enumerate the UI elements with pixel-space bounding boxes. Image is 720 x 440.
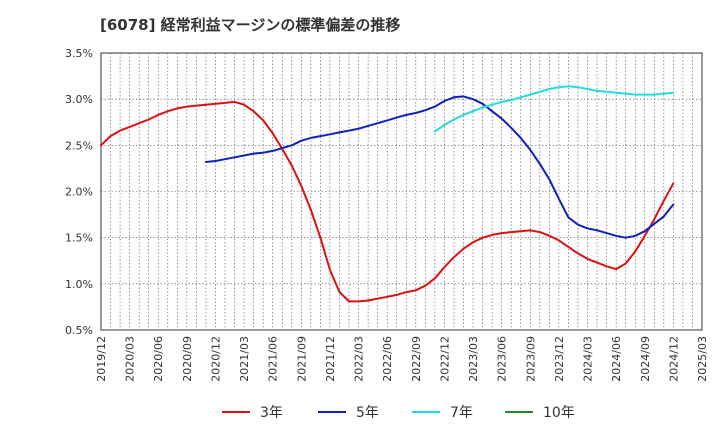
plot-border (100, 52, 703, 331)
legend-label-7年: 7年 (450, 405, 473, 421)
y-tick-label: 2.5% (65, 139, 93, 152)
y-tick-label: 1.0% (65, 278, 93, 291)
series-line-7年 (433, 85, 675, 133)
y-tick-label: 0.5% (65, 324, 93, 337)
x-tick-label: 2020/03 (124, 336, 137, 382)
legend-label-10年: 10年 (543, 405, 575, 421)
legend-label-3年: 3年 (260, 405, 283, 421)
x-tick-label: 2020/12 (209, 336, 222, 382)
y-tick-label: 1.5% (65, 232, 93, 245)
x-tick-label: 2024/06 (610, 336, 623, 382)
x-tick-label: 2025/03 (696, 336, 709, 382)
x-tick-label: 2021/09 (295, 336, 308, 382)
series-line-5年 (204, 95, 675, 239)
x-tick-label: 2021/06 (267, 336, 280, 382)
x-tick-label: 2022/06 (381, 336, 394, 382)
chart-title: [6078] 経常利益マージンの標準偏差の推移 (100, 16, 401, 34)
x-tick-label: 2023/03 (467, 336, 480, 382)
x-tick-label: 2024/09 (639, 336, 652, 382)
x-tick-label: 2020/06 (152, 336, 165, 382)
y-tick-label: 3.0% (65, 93, 93, 106)
x-tick-label: 2024/03 (582, 336, 595, 382)
x-tick-label: 2022/12 (438, 336, 451, 382)
x-tick-label: 2023/12 (553, 336, 566, 382)
x-tick-label: 2023/09 (524, 336, 537, 382)
x-tick-label: 2022/09 (410, 336, 423, 382)
y-tick-label: 3.5% (65, 47, 93, 60)
x-tick-label: 2023/06 (496, 336, 509, 382)
x-tick-label: 2022/03 (353, 336, 366, 382)
y-tick-label: 2.0% (65, 186, 93, 199)
x-tick-label: 2019/12 (95, 336, 108, 382)
x-tick-label: 2021/03 (238, 336, 251, 382)
x-tick-label: 2024/12 (667, 336, 680, 382)
x-tick-label: 2020/09 (181, 336, 194, 382)
x-tick-label: 2021/12 (324, 336, 337, 382)
legend-label-5年: 5年 (356, 405, 379, 421)
plot-area (101, 53, 702, 330)
series-line-3年 (100, 100, 675, 303)
